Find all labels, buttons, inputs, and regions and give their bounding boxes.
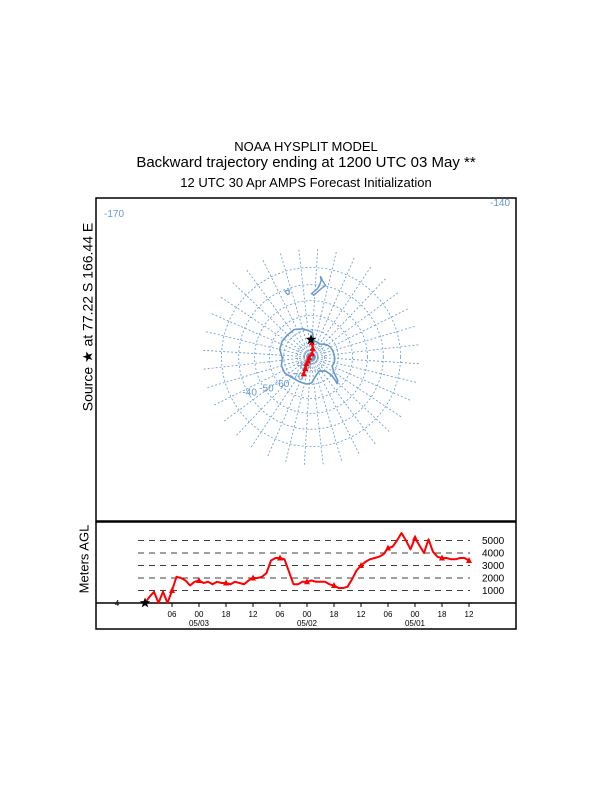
height-tick-label: 2000	[482, 574, 505, 585]
height-tick-label: 5000	[482, 536, 505, 547]
meridian-line	[202, 349, 310, 358]
latitude-circle	[254, 300, 368, 414]
date-label: 05/01	[405, 619, 426, 628]
trajectory-marker	[302, 365, 309, 372]
meridian-line	[211, 313, 310, 357]
height-marker	[331, 582, 337, 588]
meridian-line	[206, 357, 310, 389]
time-tick-label: 12	[465, 610, 474, 619]
height-marker	[169, 587, 175, 593]
time-tick-label: 18	[222, 610, 231, 619]
meridian-line	[235, 358, 310, 436]
meridian-line	[220, 296, 310, 357]
height-marker	[250, 574, 256, 581]
meridian-line	[312, 308, 409, 357]
meridian-line	[303, 358, 312, 466]
new-zealand-coastline	[310, 275, 327, 297]
tasmania-coastline	[284, 289, 290, 296]
longitude-label: -140	[490, 198, 510, 209]
meridian-line	[312, 356, 420, 365]
height-tick-label: 1000	[482, 586, 505, 597]
meridian-line	[311, 251, 337, 356]
polar-map: -80-70-60-50-40-170-140	[104, 198, 510, 466]
meridian-line	[232, 281, 310, 356]
meridian-line	[203, 356, 310, 370]
height-marker	[196, 577, 202, 583]
subtitle: 12 UTC 30 Apr AMPS Forecast Initializati…	[180, 175, 432, 190]
height-marker	[439, 554, 445, 561]
meridian-line	[312, 344, 419, 358]
time-tick-label: 06	[168, 610, 177, 619]
latitude-label: -40	[242, 387, 257, 398]
antarctica-coastline	[278, 328, 339, 385]
meridian-line	[298, 249, 312, 356]
latitude-label: -60	[275, 379, 290, 390]
meridian-line	[310, 358, 324, 465]
trajectory-marker	[303, 360, 310, 367]
model-title: NOAA HYSPLIT MODEL	[234, 139, 378, 154]
meridian-line	[311, 266, 372, 356]
time-tick-label: 00	[195, 610, 204, 619]
time-tick-label: 06	[384, 610, 393, 619]
time-tick-label: 12	[249, 610, 258, 619]
height-plot-frame	[95, 521, 517, 630]
trajectory-marker	[309, 350, 316, 357]
height-marker	[277, 554, 283, 561]
longitude-label: -170	[104, 209, 124, 220]
trajectory-marker	[309, 344, 316, 351]
latitude-label: -50	[259, 384, 274, 395]
height-start-star	[139, 597, 151, 608]
meridian-line	[312, 357, 411, 401]
meridian-line	[250, 358, 311, 448]
source-star-marker	[305, 334, 317, 345]
height-tick-label: 4000	[482, 549, 505, 560]
main-title: Backward trajectory ending at 1200 UTC 0…	[136, 154, 476, 171]
time-tick-label: 00	[303, 610, 312, 619]
latitude-circle	[221, 267, 401, 447]
latitude-circle	[269, 315, 353, 399]
meridian-line	[312, 325, 416, 357]
latitude-circle	[296, 342, 325, 371]
meridian-line	[213, 357, 310, 406]
start-marker-label: 4	[115, 599, 120, 608]
time-tick-label: 18	[438, 610, 447, 619]
height-series-line	[144, 532, 470, 604]
meridian-line	[311, 257, 355, 356]
meridian-line	[262, 259, 311, 356]
time-tick-label: 00	[411, 610, 420, 619]
latitude-circle	[238, 284, 384, 430]
trajectory-marker	[300, 370, 307, 377]
meridian-line	[223, 357, 310, 422]
date-label: 05/02	[297, 619, 318, 628]
time-tick-label: 18	[330, 610, 339, 619]
meridian-line	[312, 357, 417, 383]
meridian-line	[312, 357, 402, 418]
meridian-line	[311, 358, 376, 445]
map-frame	[95, 197, 517, 522]
latitude-circle	[283, 329, 339, 385]
height-tick-label: 3000	[482, 561, 505, 572]
date-label: 05/03	[189, 619, 210, 628]
height-marker	[223, 579, 229, 586]
height-marker	[358, 562, 364, 568]
height-marker	[466, 557, 472, 563]
meridian-line	[312, 358, 390, 433]
height-marker	[304, 578, 310, 585]
meridian-line	[205, 331, 310, 357]
meridian-line	[246, 269, 311, 356]
time-tick-label: 12	[357, 610, 366, 619]
time-tick-label: 06	[276, 610, 285, 619]
meridian-line	[279, 252, 311, 356]
height-marker	[385, 544, 391, 551]
meridian-line	[312, 278, 387, 356]
height-marker	[412, 534, 418, 541]
latitude-label: -70	[289, 372, 304, 383]
meridian-line	[311, 358, 360, 455]
